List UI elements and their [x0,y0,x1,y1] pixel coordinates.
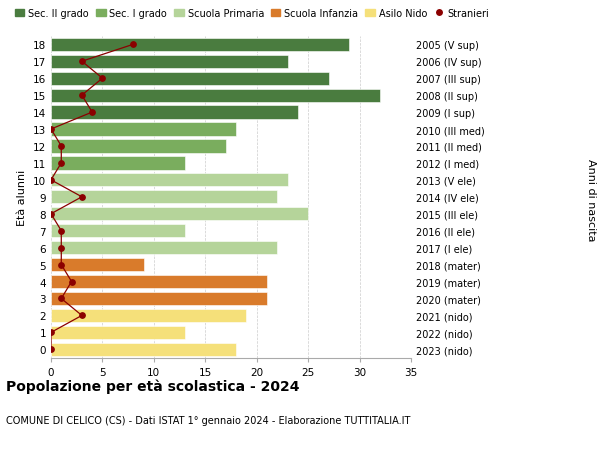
Point [56,160,66,167]
Point [77,312,86,319]
Legend: Sec. II grado, Sec. I grado, Scuola Primaria, Scuola Infanzia, Asilo Nido, Stran: Sec. II grado, Sec. I grado, Scuola Prim… [11,5,493,22]
Bar [51,123,236,136]
Point [56,261,66,269]
Point [88,109,97,117]
Point [56,143,66,150]
Bar [51,106,298,119]
Text: Popolazione per età scolastica - 2024: Popolazione per età scolastica - 2024 [6,379,299,393]
Point [67,278,76,285]
Bar [51,157,185,170]
Bar [51,56,287,69]
Text: Anni di nascita: Anni di nascita [586,158,596,241]
Bar [51,191,277,204]
Bar [51,309,247,322]
Bar [51,73,329,85]
Bar [51,90,380,102]
Bar [51,174,287,187]
Point [56,295,66,302]
Point [46,126,56,134]
Y-axis label: Età alunni: Età alunni [17,169,28,225]
Point [98,75,107,83]
Text: COMUNE DI CELICO (CS) - Dati ISTAT 1° gennaio 2024 - Elaborazione TUTTITALIA.IT: COMUNE DI CELICO (CS) - Dati ISTAT 1° ge… [6,415,410,425]
Point [46,211,56,218]
Point [77,92,86,100]
Bar [51,207,308,221]
Bar [51,258,143,272]
Point [56,245,66,252]
Bar [51,39,349,52]
Point [46,329,56,336]
Bar [51,275,267,289]
Bar [51,326,185,339]
Point [128,41,138,49]
Point [56,228,66,235]
Point [46,177,56,184]
Bar [51,224,185,238]
Bar [51,343,236,356]
Point [46,346,56,353]
Bar [51,241,277,255]
Point [77,194,86,201]
Bar [51,140,226,153]
Bar [51,292,267,305]
Point [77,58,86,66]
